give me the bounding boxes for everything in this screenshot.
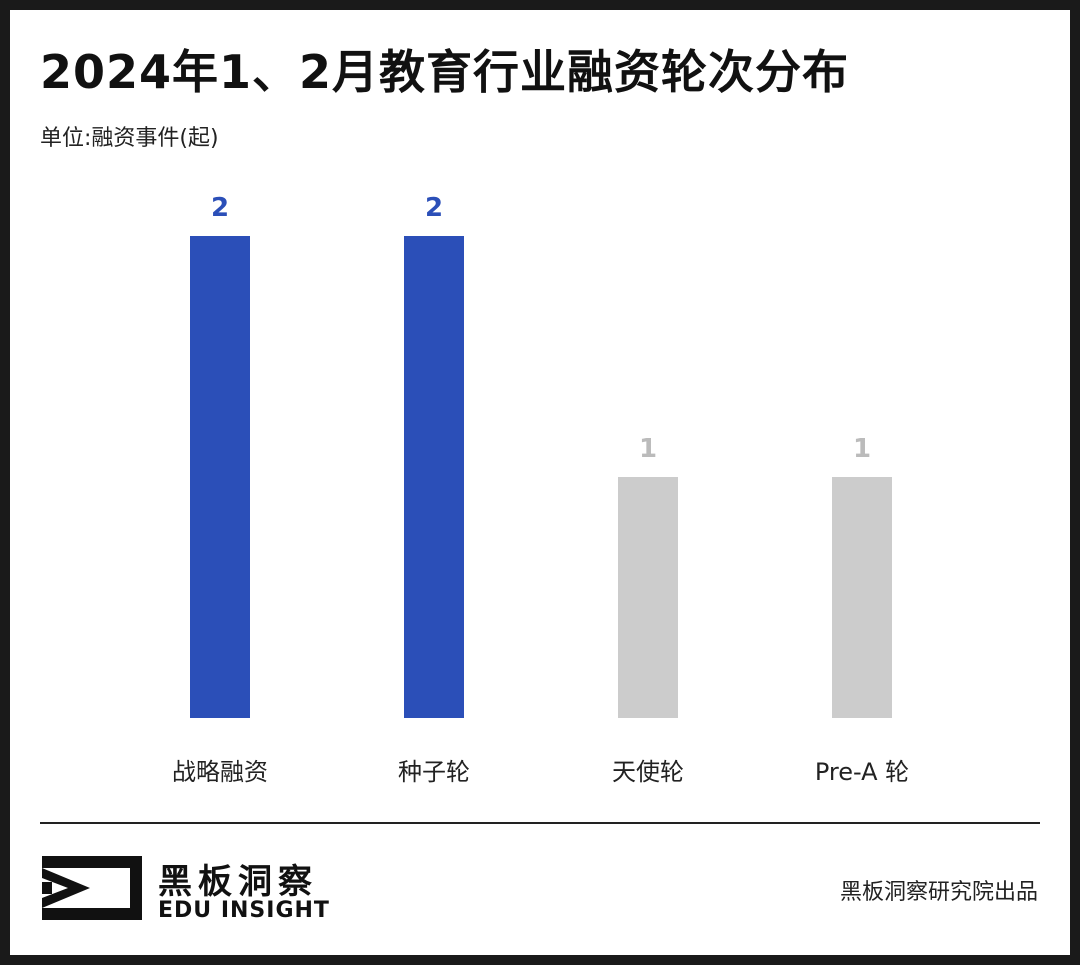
value-label-3: 1 — [639, 434, 657, 464]
category-label-1: 战略融资 — [172, 758, 268, 786]
category-label-2: 种子轮 — [398, 758, 470, 786]
edu-insight-logo-icon — [42, 856, 142, 920]
unit-label: 单位:融资事件(起) — [40, 126, 219, 151]
bar-chart: 2 战略融资 2 种子轮 1 天使轮 1 Pre-A 轮 — [172, 193, 909, 786]
category-label-3: 天使轮 — [612, 758, 684, 786]
bar-4 — [832, 477, 892, 718]
value-label-4: 1 — [853, 434, 871, 464]
source-credit: 黑板洞察研究院出品 — [839, 880, 1038, 905]
brand-name-en: EDU INSIGHT — [158, 898, 330, 923]
value-label-1: 2 — [211, 193, 229, 223]
value-label-2: 2 — [425, 193, 443, 223]
category-label-4: Pre-A 轮 — [815, 758, 909, 786]
bar-3 — [618, 477, 678, 718]
brand-name-cn: 黑板洞察 — [158, 862, 318, 902]
footer-divider — [40, 822, 1040, 824]
chart-title: 2024年1、2月教育行业融资轮次分布 — [40, 45, 850, 99]
chart-card: 2024年1、2月教育行业融资轮次分布 单位:融资事件(起) 2 战略融资 2 种子轮… — [10, 10, 1070, 955]
bar-1 — [190, 236, 250, 718]
bar-2 — [404, 236, 464, 718]
